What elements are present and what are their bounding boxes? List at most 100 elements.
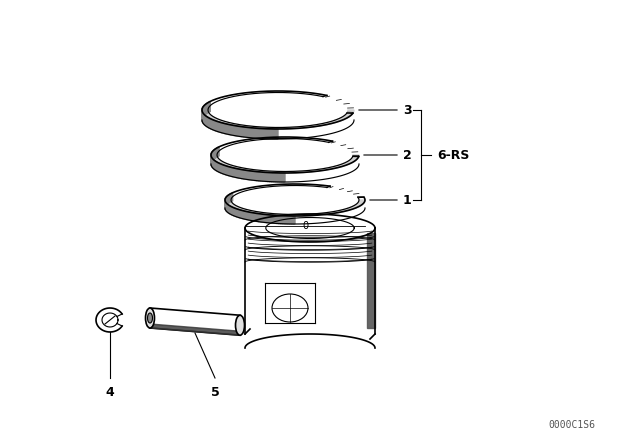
Polygon shape: [244, 170, 245, 179]
Polygon shape: [218, 122, 220, 132]
Polygon shape: [216, 121, 217, 131]
Polygon shape: [260, 129, 262, 138]
Polygon shape: [209, 118, 210, 129]
Polygon shape: [223, 165, 225, 174]
Polygon shape: [232, 168, 233, 177]
Polygon shape: [264, 129, 266, 139]
Polygon shape: [253, 213, 254, 221]
Polygon shape: [260, 172, 262, 181]
Polygon shape: [206, 116, 207, 127]
Polygon shape: [249, 212, 250, 220]
Polygon shape: [246, 211, 247, 220]
Polygon shape: [256, 213, 257, 221]
Polygon shape: [279, 215, 280, 224]
Polygon shape: [250, 171, 252, 180]
Polygon shape: [244, 211, 246, 220]
Polygon shape: [255, 128, 257, 138]
Polygon shape: [233, 207, 234, 216]
Polygon shape: [211, 155, 359, 173]
Polygon shape: [226, 124, 228, 134]
Polygon shape: [275, 173, 277, 182]
Polygon shape: [264, 172, 266, 181]
Polygon shape: [239, 126, 241, 137]
Polygon shape: [265, 215, 267, 223]
Polygon shape: [234, 125, 236, 136]
Polygon shape: [262, 172, 264, 181]
Polygon shape: [277, 215, 279, 224]
Polygon shape: [230, 206, 231, 214]
Polygon shape: [232, 125, 234, 135]
Polygon shape: [275, 215, 277, 224]
Polygon shape: [253, 128, 255, 138]
Polygon shape: [293, 216, 295, 224]
Polygon shape: [217, 162, 218, 172]
Polygon shape: [226, 166, 227, 175]
Polygon shape: [218, 163, 219, 172]
Text: 1: 1: [403, 194, 412, 207]
Polygon shape: [239, 169, 241, 178]
Text: 6-RS: 6-RS: [437, 148, 469, 161]
Polygon shape: [217, 121, 218, 132]
Text: 0000C1S6: 0000C1S6: [548, 420, 595, 430]
Polygon shape: [207, 103, 208, 113]
Ellipse shape: [147, 313, 152, 323]
Polygon shape: [281, 173, 283, 182]
Polygon shape: [208, 102, 209, 113]
Polygon shape: [276, 129, 278, 139]
Polygon shape: [229, 167, 230, 176]
Polygon shape: [236, 208, 237, 217]
Polygon shape: [241, 169, 242, 179]
Polygon shape: [255, 172, 257, 181]
Polygon shape: [210, 118, 211, 129]
Polygon shape: [230, 167, 232, 177]
Polygon shape: [262, 129, 264, 139]
Polygon shape: [280, 215, 282, 224]
Polygon shape: [274, 215, 275, 224]
Polygon shape: [259, 214, 260, 222]
Polygon shape: [264, 214, 265, 223]
Polygon shape: [235, 168, 236, 177]
Polygon shape: [272, 215, 274, 223]
Polygon shape: [230, 194, 231, 202]
Polygon shape: [214, 120, 215, 130]
Polygon shape: [244, 127, 246, 137]
Polygon shape: [254, 213, 256, 221]
Polygon shape: [216, 162, 217, 171]
Polygon shape: [240, 210, 241, 218]
Polygon shape: [241, 210, 243, 219]
Polygon shape: [279, 173, 281, 182]
Polygon shape: [216, 148, 217, 158]
Polygon shape: [215, 161, 216, 170]
Text: 0: 0: [302, 221, 308, 231]
Polygon shape: [291, 216, 293, 224]
Polygon shape: [217, 148, 218, 157]
Polygon shape: [250, 212, 252, 220]
Polygon shape: [257, 172, 259, 181]
Polygon shape: [237, 169, 239, 178]
Polygon shape: [236, 168, 237, 178]
Polygon shape: [229, 125, 230, 135]
Polygon shape: [228, 167, 229, 176]
Polygon shape: [257, 128, 259, 138]
Polygon shape: [238, 209, 239, 218]
Polygon shape: [239, 210, 240, 218]
Polygon shape: [251, 128, 253, 138]
Polygon shape: [222, 123, 223, 133]
Polygon shape: [225, 200, 365, 216]
Polygon shape: [231, 193, 232, 202]
Polygon shape: [274, 129, 276, 139]
Polygon shape: [252, 212, 253, 221]
Polygon shape: [223, 123, 225, 134]
Polygon shape: [246, 127, 248, 138]
Polygon shape: [270, 172, 272, 182]
Polygon shape: [207, 117, 208, 128]
Polygon shape: [221, 122, 222, 133]
Polygon shape: [242, 127, 244, 137]
Polygon shape: [269, 215, 270, 223]
Polygon shape: [270, 215, 272, 223]
Polygon shape: [259, 172, 260, 181]
Polygon shape: [245, 170, 247, 179]
Polygon shape: [227, 166, 228, 176]
Polygon shape: [208, 117, 209, 128]
Polygon shape: [283, 173, 285, 182]
